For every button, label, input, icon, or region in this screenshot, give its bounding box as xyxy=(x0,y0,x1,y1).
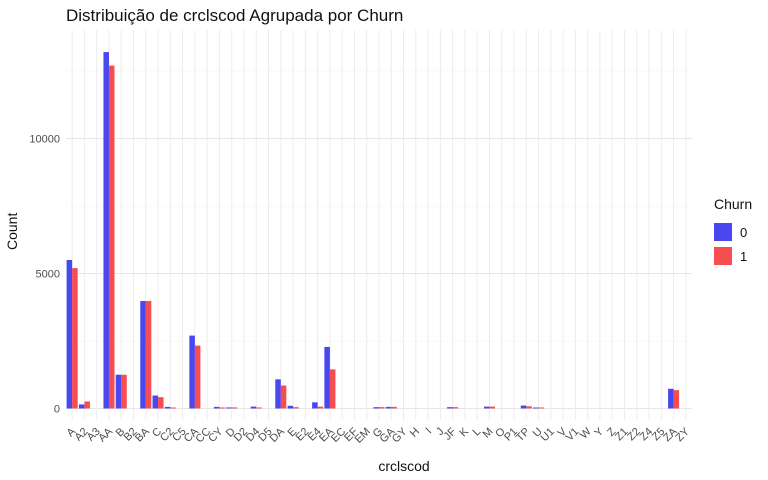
bar-1-A xyxy=(72,268,78,409)
x-tick-label: I xyxy=(424,426,435,437)
x-tick-label: DA xyxy=(268,425,288,445)
x-axis-label: crclscod xyxy=(378,458,430,474)
y-tick-label: 0 xyxy=(54,404,60,416)
bar-0-A xyxy=(66,260,73,409)
bar-1-BA xyxy=(145,301,152,409)
bar-0-G xyxy=(373,407,379,409)
legend-label-1: 1 xyxy=(740,248,748,264)
bar-1-A2 xyxy=(84,401,90,409)
bar-0-DA xyxy=(275,379,281,409)
x-tick-label: U1 xyxy=(539,426,557,444)
bar-0-AA xyxy=(103,52,109,409)
x-tick-label: W xyxy=(578,425,594,441)
x-tick-label: BA xyxy=(133,425,152,444)
bar-0-TP xyxy=(520,405,527,409)
bar-0-BA xyxy=(140,301,146,409)
bar-0-A2 xyxy=(78,404,85,409)
legend-item-1: 1 xyxy=(714,244,752,268)
bar-1-JF xyxy=(452,407,459,409)
bar-1-DA xyxy=(280,385,287,409)
x-tick-label: GY xyxy=(390,425,410,445)
legend-title: Churn xyxy=(714,196,753,212)
bar-0-C2 xyxy=(164,406,171,409)
x-tick-label: H xyxy=(408,426,422,440)
bar-0-GA xyxy=(385,406,392,409)
bar-1-D4 xyxy=(256,407,262,409)
bar-0-JF xyxy=(447,407,453,409)
x-tick-label: EM xyxy=(353,426,373,446)
bar-0-E xyxy=(287,405,294,409)
bar-1-D xyxy=(231,407,238,409)
x-tick-label: ZY xyxy=(674,425,693,444)
bar-0-EA xyxy=(324,346,330,409)
legend-item-0: 0 xyxy=(714,220,752,244)
legend-swatch-1 xyxy=(714,247,732,265)
bar-1-CA xyxy=(194,345,201,409)
x-tick-label: TP xyxy=(514,426,532,444)
bar-1-C xyxy=(158,397,164,409)
bar-1-C2 xyxy=(170,407,176,409)
bar-1-G xyxy=(379,407,385,409)
bar-1-EA xyxy=(329,369,336,409)
bar-0-M xyxy=(483,406,490,409)
legend-label-0: 0 xyxy=(740,224,748,240)
bar-0-CA xyxy=(189,335,195,409)
bar-0-CY xyxy=(213,406,220,409)
x-tick-label: K xyxy=(457,425,471,439)
bar-1-M xyxy=(489,406,495,409)
bar-0-ZA xyxy=(668,388,674,409)
bar-1-E xyxy=(293,407,299,409)
bar-1-U xyxy=(538,407,545,409)
bar-0-E4 xyxy=(312,402,318,409)
bar-1-AA xyxy=(108,65,115,409)
bar-0-D4 xyxy=(250,406,257,409)
bar-0-D xyxy=(226,407,232,409)
y-tick-label: 5000 xyxy=(36,269,60,281)
bar-1-E4 xyxy=(317,406,324,409)
x-tick-label: JF xyxy=(442,425,459,442)
y-tick-label: 10000 xyxy=(29,134,60,146)
chart-title: Distribuição de crclscod Agrupada por Ch… xyxy=(66,6,404,25)
bar-0-C xyxy=(152,395,159,409)
x-tick-label: Y xyxy=(592,425,606,439)
x-tick-label: CY xyxy=(206,425,226,445)
x-tick-label: AA xyxy=(96,425,115,444)
legend-swatch-0 xyxy=(714,223,732,241)
bar-0-U xyxy=(533,407,539,409)
legend: Churn 0 1 xyxy=(714,196,752,268)
bar-1-B xyxy=(121,374,127,409)
bar-0-B xyxy=(115,374,122,409)
bar-1-CY xyxy=(219,407,225,409)
bar-1-GA xyxy=(391,406,397,409)
bar-1-ZA xyxy=(673,390,680,409)
x-tick-label: M xyxy=(481,426,496,441)
bar-1-TP xyxy=(526,406,532,409)
